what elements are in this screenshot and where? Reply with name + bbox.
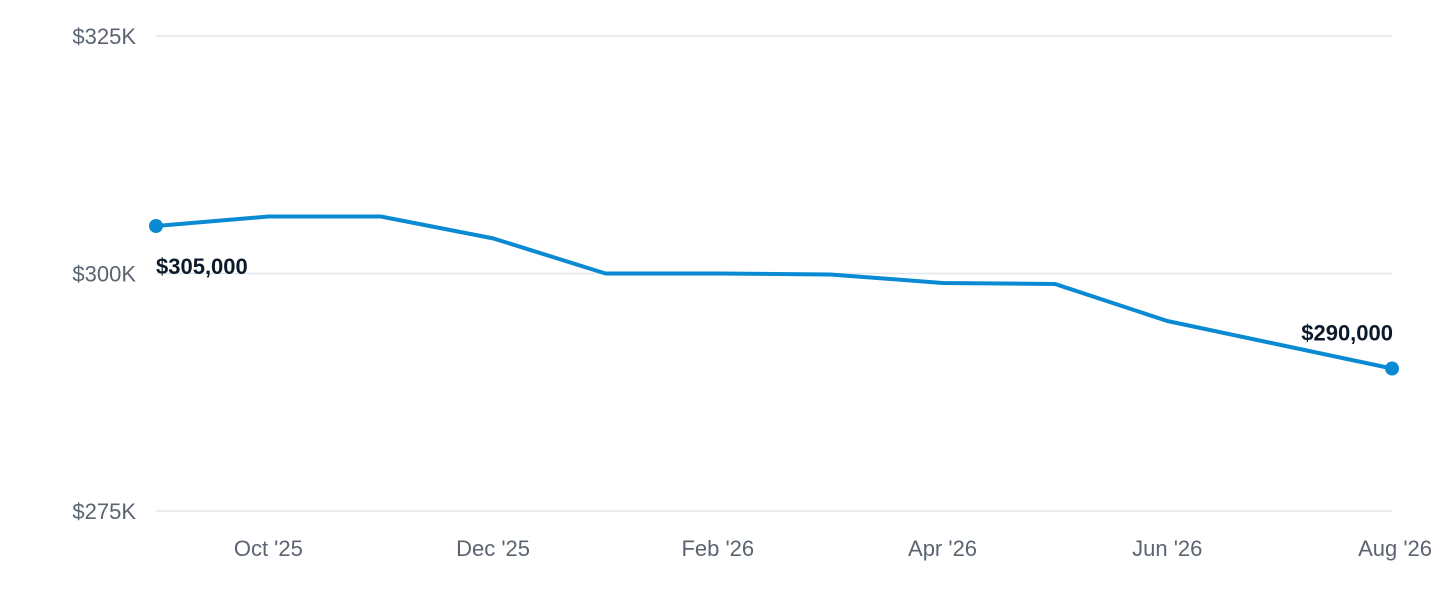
x-tick-label: Apr '26 (908, 536, 977, 561)
series-group (149, 214, 1399, 376)
data-label: $305,000 (156, 254, 248, 279)
end-point-marker (1385, 361, 1399, 376)
y-tick-label: $275K (72, 499, 136, 524)
x-tick-label: Dec '25 (456, 536, 530, 561)
series-line (154, 214, 1394, 371)
y-axis-ticks: $325K $300K $275K (72, 24, 136, 524)
y-tick-label: $325K (72, 24, 136, 49)
y-tick-label: $300K (72, 262, 136, 287)
x-tick-label: Feb '26 (681, 536, 754, 561)
x-tick-label: Jun '26 (1132, 536, 1202, 561)
x-axis-ticks: Oct '25 Dec '25 Feb '26 Apr '26 Jun '26 Aug '… (234, 536, 1432, 561)
start-point-marker (149, 219, 163, 233)
x-tick-label: Oct '25 (234, 536, 303, 561)
x-tick-label: Aug '26 (1358, 536, 1432, 561)
data-labels: $305,000 $290,000 (156, 254, 1393, 346)
data-label: $290,000 (1301, 321, 1393, 346)
